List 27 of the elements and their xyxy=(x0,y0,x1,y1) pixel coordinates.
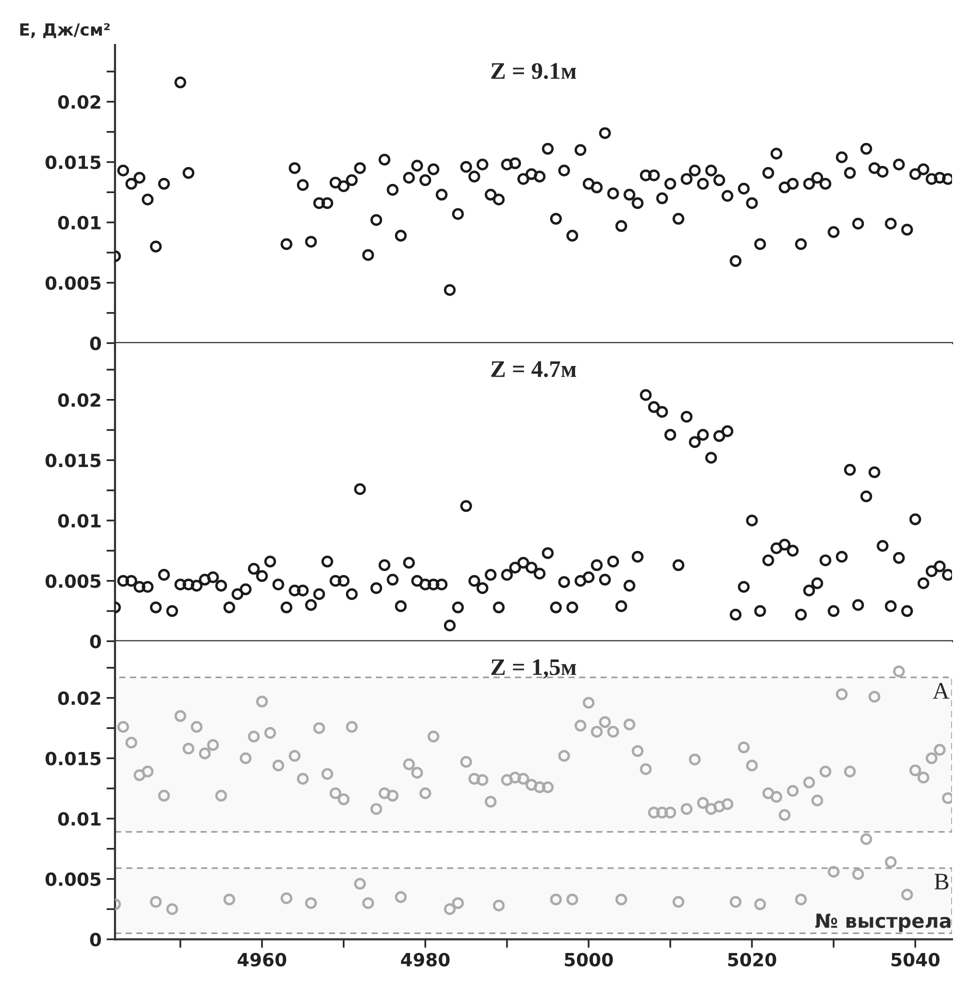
x-tick-label: 5040 xyxy=(892,952,940,966)
y-tick-label: 0.01 xyxy=(58,812,101,826)
y-tick-label: 0.015 xyxy=(46,752,101,766)
band-label: A xyxy=(932,683,950,699)
band-label: B xyxy=(934,874,948,890)
y-tick-label: 0 xyxy=(90,634,101,648)
text: Z = 9.1м xyxy=(491,63,576,80)
y-tick-label: 0 xyxy=(90,932,101,946)
x-tick-label: 4960 xyxy=(238,952,286,966)
y-tick-label: 0.015 xyxy=(46,454,101,468)
y-axis-title: E, Дж/см² xyxy=(20,23,110,38)
x-tick-label: 5000 xyxy=(564,952,613,966)
y-tick-label: 0.01 xyxy=(58,216,101,230)
y-tick-label: 0.005 xyxy=(46,276,101,290)
x-tick-label: 5020 xyxy=(728,952,776,966)
x-tick-label: 4980 xyxy=(400,952,450,966)
y-tick-label: 0 xyxy=(90,336,101,350)
y-tick-label: 0.005 xyxy=(46,872,101,886)
x-axis-title: № выстрела xyxy=(815,914,950,932)
y-tick-label: 0.015 xyxy=(46,156,101,170)
text: Z = 4.7м xyxy=(491,361,576,378)
y-tick-label: 0.02 xyxy=(58,691,100,706)
text: Z = 1,5м xyxy=(491,659,576,679)
y-tick-label: 0.01 xyxy=(58,514,101,528)
y-tick-label: 0.02 xyxy=(58,393,100,407)
y-tick-label: 0.02 xyxy=(58,95,100,109)
y-tick-label: 0.005 xyxy=(46,574,101,588)
